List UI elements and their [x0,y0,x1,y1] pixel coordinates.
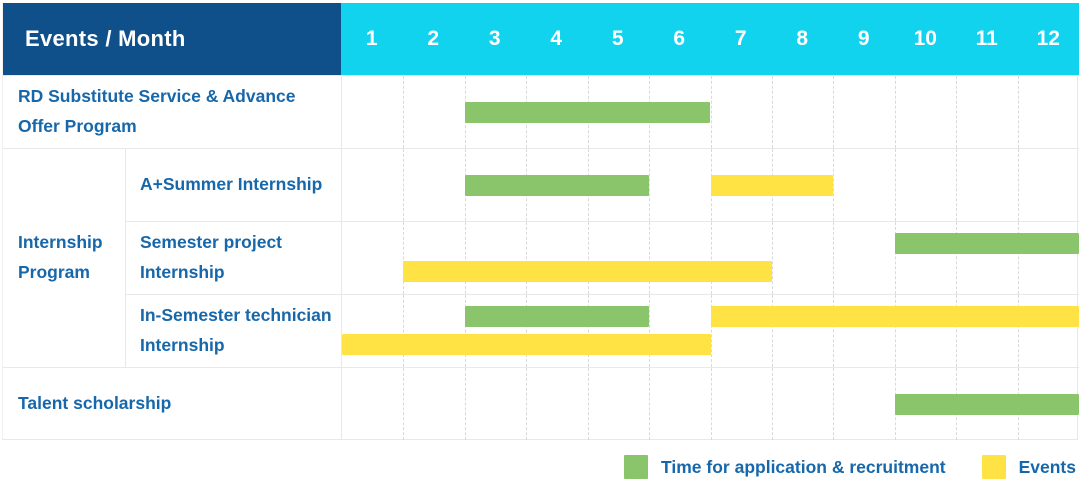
gantt-table: Events / Month 1 2 3 4 5 6 7 8 9 10 11 12 RD Substi… [2,3,1079,440]
month-gridline [526,368,528,440]
month-gridline [771,76,773,148]
month-gridline [956,222,958,294]
bar-application [464,102,711,123]
legend-item-events: Events [981,455,1076,479]
month-gridline [833,149,835,221]
month-gridline [894,149,896,221]
bar-event [710,175,834,196]
bar-event [403,261,772,282]
row-label-semester-project: Semester project Internship [125,221,341,294]
month-gridline [526,295,528,367]
month-header-2: 2 [427,27,440,50]
month-gridline [956,76,958,148]
month-gridline [649,149,651,221]
month-gridline [894,295,896,367]
legend-item-application: Time for application & recruitment [624,455,946,479]
month-gridline [833,295,835,367]
month-gridline [956,149,958,221]
bar-application [894,394,1079,415]
month-gridline [587,222,589,294]
row-grid [341,294,1079,367]
month-header-8: 8 [796,27,809,50]
month-gridline [1017,222,1019,294]
month-gridline [526,222,528,294]
month-header-6: 6 [673,27,686,50]
row-label-a-plus-summer: A+Summer Internship [125,148,341,221]
month-gridline [403,295,405,367]
month-header-12: 12 [1036,27,1060,50]
legend: Time for application & recruitment Event… [624,452,1076,482]
month-gridline [833,222,835,294]
month-gridline [1017,295,1019,367]
month-gridline [771,295,773,367]
row-grid [341,367,1079,440]
month-gridline [710,295,712,367]
month-gridline [649,368,651,440]
bar-application [464,306,650,327]
month-header-1: 1 [365,27,378,50]
row-grid [341,148,1079,221]
month-gridline [1017,149,1019,221]
month-header-9: 9 [857,27,870,50]
month-header-11: 11 [975,27,998,50]
row-grid [341,75,1079,148]
month-gridline [587,368,589,440]
month-gridline [464,368,466,440]
month-header-4: 4 [550,27,563,50]
bar-event [342,334,711,355]
month-gridline [771,368,773,440]
month-gridline [833,368,835,440]
bar-event [710,306,1079,327]
application-swatch-icon [624,455,649,479]
month-gridline [649,222,651,294]
month-header-7: 7 [734,27,747,50]
month-header-row: 1 2 3 4 5 6 7 8 9 10 11 12 [341,3,1079,75]
legend-label-events: Events [1018,456,1076,477]
month-gridline [894,76,896,148]
month-gridline [710,76,712,148]
month-header-10: 10 [913,27,937,50]
month-gridline [956,295,958,367]
header-events-month: Events / Month [3,3,341,75]
month-gridline [587,295,589,367]
group-label-internship-program: Internship Program [3,148,125,367]
month-gridline [771,222,773,294]
row-label-talent-scholarship: Talent scholarship [3,367,341,440]
row-grid [341,221,1079,294]
month-gridline [710,222,712,294]
row-label-rd-substitute: RD Substitute Service & Advance Offer Pr… [3,75,341,148]
month-gridline [403,76,405,148]
event-swatch-icon [981,455,1006,479]
month-gridline [464,295,466,367]
month-gridline [403,368,405,440]
bar-application [894,233,1079,254]
row-label-in-semester-technician: In-Semester technician Internship [125,294,341,367]
month-gridline [1017,76,1019,148]
month-gridline [649,295,651,367]
month-gridline [403,222,405,294]
month-gridline [710,368,712,440]
bar-application [464,175,650,196]
month-gridline [833,76,835,148]
month-gridline [894,222,896,294]
month-gridline [403,149,405,221]
month-gridline [464,222,466,294]
month-header-5: 5 [611,27,624,50]
legend-label-application: Time for application & recruitment [661,456,946,477]
month-header-3: 3 [488,27,501,50]
